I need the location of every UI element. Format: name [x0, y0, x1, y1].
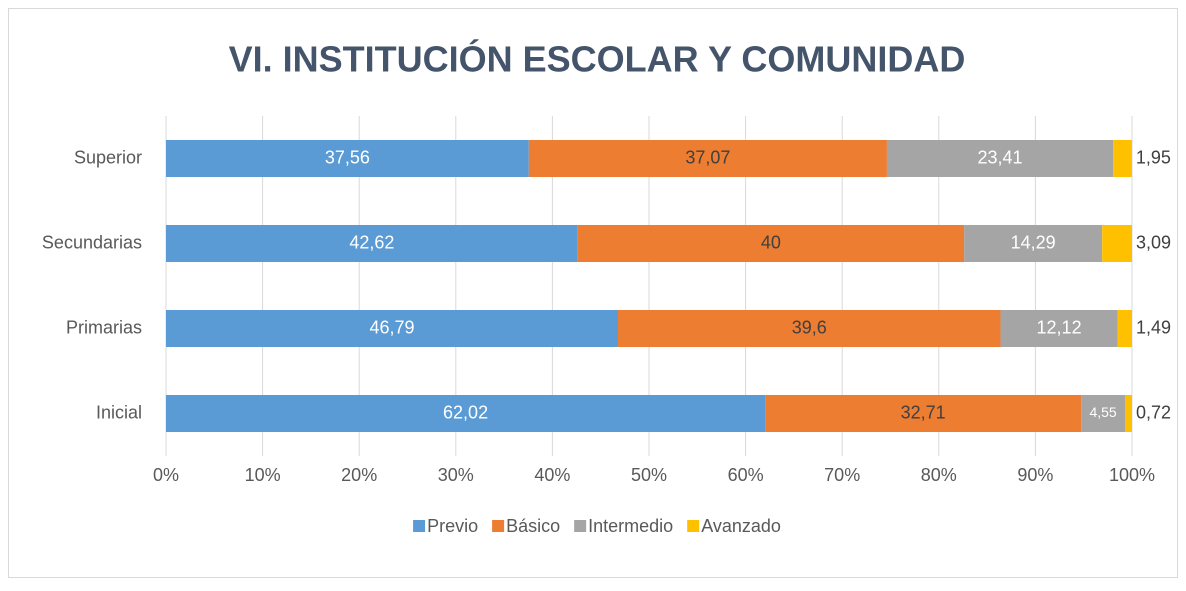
data-label: 4,55: [1089, 404, 1116, 420]
data-label: 46,79: [369, 317, 414, 337]
data-label: 42,62: [349, 232, 394, 252]
data-label: 32,71: [901, 402, 946, 422]
legend-swatch: [574, 520, 587, 532]
bar-segment: [166, 395, 766, 432]
data-label: 37,56: [325, 147, 370, 167]
x-tick-label: 60%: [728, 465, 764, 485]
data-label: 37,07: [685, 147, 730, 167]
data-label: 12,12: [1037, 317, 1082, 337]
data-label: 62,02: [443, 402, 488, 422]
bar-segment: [166, 310, 618, 347]
bar-segment: [1125, 395, 1132, 432]
bar-segment: [765, 395, 1082, 432]
bar-segment: [1117, 310, 1132, 347]
data-label: 0,72: [1136, 402, 1171, 422]
x-tick-label: 80%: [921, 465, 957, 485]
bar-segment: [577, 225, 965, 262]
y-tick-label: Primarias: [66, 317, 142, 337]
bar-segment: [1081, 395, 1126, 432]
bar-segment: [166, 225, 578, 262]
x-tick-label: 20%: [341, 465, 377, 485]
x-tick-label: 70%: [824, 465, 860, 485]
chart-border: [8, 8, 1178, 578]
bar-segment: [886, 140, 1114, 177]
data-label: 40: [761, 232, 781, 252]
bar-segment: [528, 140, 887, 177]
x-tick-label: 30%: [438, 465, 474, 485]
x-tick-label: 0%: [153, 465, 179, 485]
data-label: 1,95: [1136, 147, 1171, 167]
legend-label: Básico: [506, 516, 560, 536]
bar-segment: [1113, 140, 1132, 177]
legend-swatch: [492, 520, 505, 532]
data-label: 14,29: [1011, 232, 1056, 252]
bar-segment: [964, 225, 1103, 262]
data-label: 23,41: [977, 147, 1022, 167]
legend-swatch: [413, 520, 426, 532]
bar-segment: [1000, 310, 1118, 347]
data-label: 39,6: [792, 317, 827, 337]
x-tick-label: 100%: [1109, 465, 1155, 485]
bar-segment: [617, 310, 1001, 347]
y-tick-label: Superior: [74, 147, 142, 167]
y-tick-label: Secundarias: [42, 232, 142, 252]
x-tick-label: 40%: [534, 465, 570, 485]
data-label: 3,09: [1136, 232, 1171, 252]
legend-swatch: [687, 520, 700, 532]
legend-label: Intermedio: [588, 516, 673, 536]
data-label: 1,49: [1136, 317, 1171, 337]
x-tick-label: 10%: [245, 465, 281, 485]
chart-title: VI. INSTITUCIÓN ESCOLAR Y COMUNIDAD: [229, 38, 966, 80]
y-tick-label: Inicial: [96, 402, 142, 422]
bar-segment: [166, 140, 529, 177]
x-tick-label: 50%: [631, 465, 667, 485]
x-tick-label: 90%: [1017, 465, 1053, 485]
legend-label: Avanzado: [701, 516, 781, 536]
bar-segment: [1102, 225, 1132, 262]
legend-label: Previo: [427, 516, 478, 536]
